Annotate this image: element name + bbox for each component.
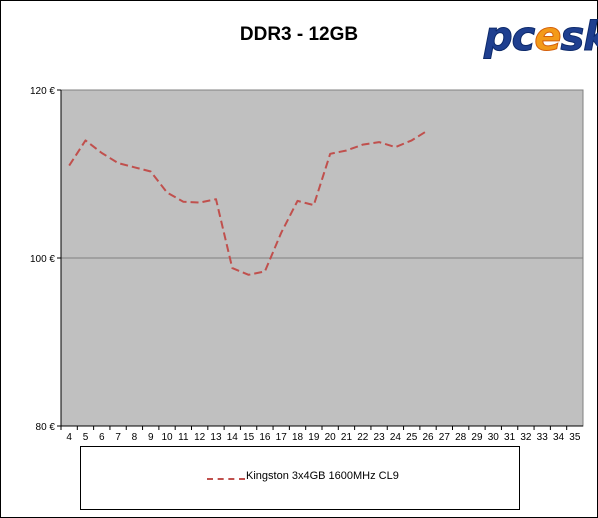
- x-tick-label: 7: [115, 432, 121, 443]
- x-tick-label: 15: [243, 432, 255, 443]
- x-tick-label: 33: [537, 432, 549, 443]
- x-tick-label: 19: [308, 432, 320, 443]
- x-tick-label: 24: [390, 432, 402, 443]
- x-tick-label: 28: [455, 432, 467, 443]
- x-tick-label: 13: [210, 432, 222, 443]
- x-tick-label: 14: [227, 432, 239, 443]
- chart-title: DDR3 - 12GB: [239, 24, 359, 45]
- x-tick-label: 34: [553, 432, 565, 443]
- x-tick-label: 6: [99, 432, 105, 443]
- x-tick-label: 9: [148, 432, 154, 443]
- x-tick-label: 23: [374, 432, 386, 443]
- x-tick-label: 12: [194, 432, 206, 443]
- x-tick-label: 30: [488, 432, 500, 443]
- y-tick-label: 120 €: [30, 86, 55, 97]
- x-tick-label: 20: [325, 432, 337, 443]
- x-tick-label: 10: [161, 432, 173, 443]
- x-tick-label: 4: [66, 432, 72, 443]
- pcesk-logo: pcesk: [484, 14, 598, 61]
- legend-series-label: Kingston 3x4GB 1600MHz CL9: [246, 470, 399, 482]
- x-tick-label: 32: [520, 432, 532, 443]
- x-tick-label: 21: [341, 432, 353, 443]
- x-tick-label: 29: [471, 432, 483, 443]
- x-tick-label: 5: [83, 432, 89, 443]
- y-tick-label: 80 €: [36, 422, 56, 433]
- x-tick-label: 16: [259, 432, 271, 443]
- x-tick-label: 31: [504, 432, 516, 443]
- x-tick-label: 17: [276, 432, 288, 443]
- series-line: [68, 129, 429, 276]
- x-tick-label: 22: [357, 432, 369, 443]
- y-tick-label: 100 €: [30, 254, 55, 265]
- x-tick-label: 35: [569, 432, 581, 443]
- legend-series-swatch: [207, 478, 245, 480]
- x-tick-label: 8: [132, 432, 138, 443]
- x-tick-label: 27: [439, 432, 451, 443]
- x-tick-label: 26: [422, 432, 434, 443]
- x-tick-label: 25: [406, 432, 418, 443]
- x-tick-label: 11: [178, 432, 189, 443]
- chart-legend: Kingston 3x4GB 1600MHz CL9: [80, 446, 520, 510]
- x-tick-label: 18: [292, 432, 304, 443]
